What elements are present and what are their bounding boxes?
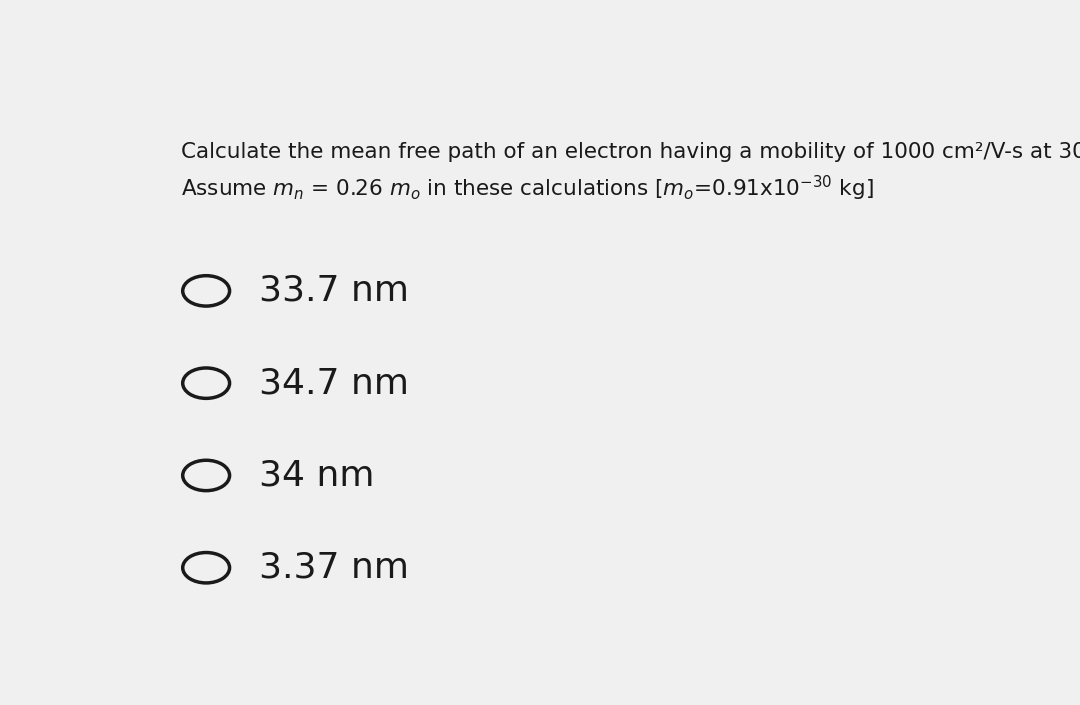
Text: 34.7 nm: 34.7 nm <box>259 366 409 400</box>
Text: 33.7 nm: 33.7 nm <box>259 274 409 308</box>
Text: Assume $\mathit{m_n}$ = 0.26 $\mathit{m_o}$ in these calculations [$\mathit{m_o}: Assume $\mathit{m_n}$ = 0.26 $\mathit{m_… <box>181 174 874 203</box>
Text: 3.37 nm: 3.37 nm <box>259 551 409 584</box>
Text: 34 nm: 34 nm <box>259 458 375 493</box>
Text: Calculate the mean free path of an electron having a mobility of 1000 cm²/V-s at: Calculate the mean free path of an elect… <box>181 142 1080 161</box>
